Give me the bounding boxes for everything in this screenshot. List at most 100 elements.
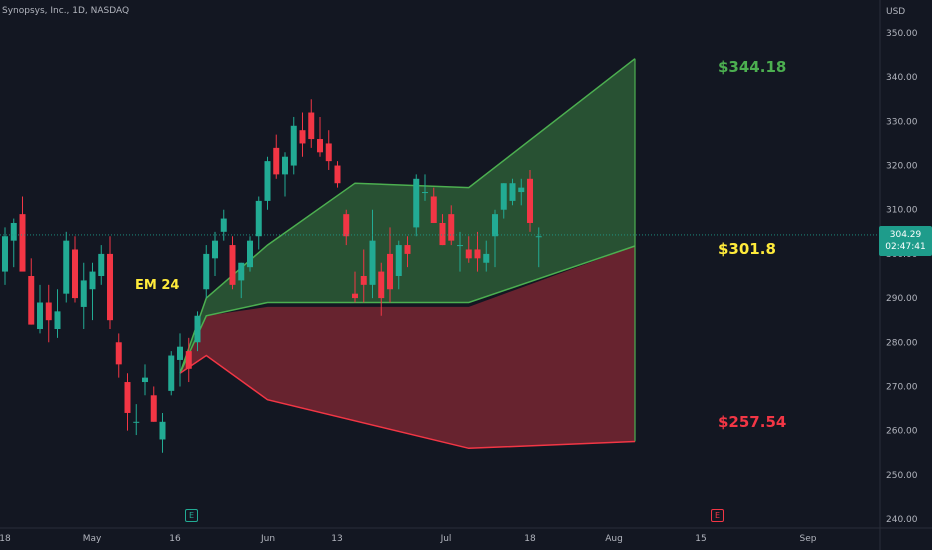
candle: [72, 236, 78, 303]
price-tick-label: 260.00: [886, 427, 918, 437]
upper-level-label: $344.18: [718, 58, 787, 76]
price-tick-label: 250.00: [886, 471, 918, 481]
candle: [220, 209, 227, 241]
candle: [404, 236, 411, 268]
candle-body: [212, 240, 218, 259]
candle-body: [115, 342, 122, 365]
candle-body: [185, 351, 192, 369]
candle-body: [28, 276, 35, 325]
upper-band-line: [179, 58, 636, 374]
candle-body: [509, 183, 516, 201]
candle: [212, 231, 218, 276]
candle: [142, 364, 148, 396]
candle: [247, 236, 253, 272]
upper-band-area: [180, 58, 635, 374]
price-tick-label: 350.00: [886, 29, 918, 39]
time-tick-label: Jul: [440, 534, 452, 544]
candle: [290, 116, 297, 175]
candle-body: [448, 214, 455, 241]
candle: [457, 231, 463, 272]
candle: [509, 178, 516, 206]
candle: [527, 169, 533, 232]
candle: [54, 289, 61, 338]
candle: [378, 262, 385, 316]
candle-body: [465, 249, 472, 259]
time-tick-label: 18: [0, 534, 11, 544]
candle-body: [37, 302, 43, 330]
candle-body: [343, 214, 350, 237]
candle: [45, 284, 52, 343]
candle-body: [308, 112, 315, 140]
lower-level-label: $257.54: [718, 413, 787, 431]
candle: [352, 271, 358, 303]
candle-body: [142, 377, 148, 383]
candle-body: [98, 253, 105, 276]
candle-body: [413, 178, 420, 228]
candle-body: [535, 236, 542, 238]
candle-body: [317, 139, 323, 153]
price-tick-label: 310.00: [886, 206, 918, 216]
candle: [2, 227, 8, 285]
price-tick-label: 320.00: [886, 162, 918, 172]
candle: [203, 245, 210, 299]
candle-body: [124, 382, 131, 413]
candle: [107, 236, 113, 330]
candle: [430, 187, 437, 223]
candle: [255, 196, 262, 250]
candle: [19, 196, 26, 272]
candle-body: [369, 240, 376, 285]
candle: [177, 333, 183, 387]
candle: [369, 209, 376, 299]
candle-body: [334, 165, 341, 184]
candle-body: [107, 253, 113, 321]
price-tick-label: 290.00: [886, 294, 918, 304]
candle-body: [387, 253, 393, 290]
candle-body: [247, 240, 253, 268]
candle-body: [80, 280, 87, 307]
candle: [317, 116, 323, 157]
price-tick-label: 270.00: [886, 382, 918, 392]
candle-body: [229, 245, 236, 285]
candle: [10, 218, 17, 268]
candle: [115, 333, 122, 378]
time-tick-label: May: [83, 534, 102, 544]
earnings-event-icon[interactable]: E: [711, 509, 724, 522]
time-tick-label: Aug: [605, 534, 623, 544]
time-tick-label: 13: [331, 534, 342, 544]
candle-body: [439, 222, 446, 246]
earnings-event-icon[interactable]: E: [185, 509, 198, 522]
bar-countdown: 02:47:41: [885, 242, 926, 252]
candle-body: [290, 125, 297, 166]
lower-band-line: [179, 354, 636, 450]
candle-body: [273, 147, 280, 175]
candle-body: [457, 245, 463, 247]
time-tick-label: Sep: [800, 534, 817, 544]
candle: [518, 178, 525, 206]
current-price-badge: 304.29 02:47:41: [879, 226, 932, 256]
candle-body: [63, 240, 70, 294]
candle: [360, 249, 367, 303]
candle-body: [352, 293, 358, 299]
middle-level-label: $301.8: [718, 240, 776, 258]
candle-body: [500, 183, 507, 210]
candle: [465, 236, 472, 263]
candle: [89, 262, 96, 321]
candle-body: [159, 421, 166, 440]
candle-body: [395, 245, 402, 276]
current-price-value: 304.29: [889, 230, 922, 240]
candle: [500, 183, 507, 219]
candle: [28, 258, 35, 325]
candle-body: [220, 218, 227, 232]
time-tick-label: 15: [695, 534, 706, 544]
candle: [185, 337, 192, 383]
candle: [37, 284, 43, 334]
candle: [238, 262, 245, 299]
candle-body: [518, 187, 525, 193]
candle: [124, 373, 131, 431]
candle-body: [150, 395, 157, 422]
candle-body: [492, 214, 498, 237]
currency-label: USD: [886, 7, 905, 17]
candle-body: [10, 222, 17, 241]
